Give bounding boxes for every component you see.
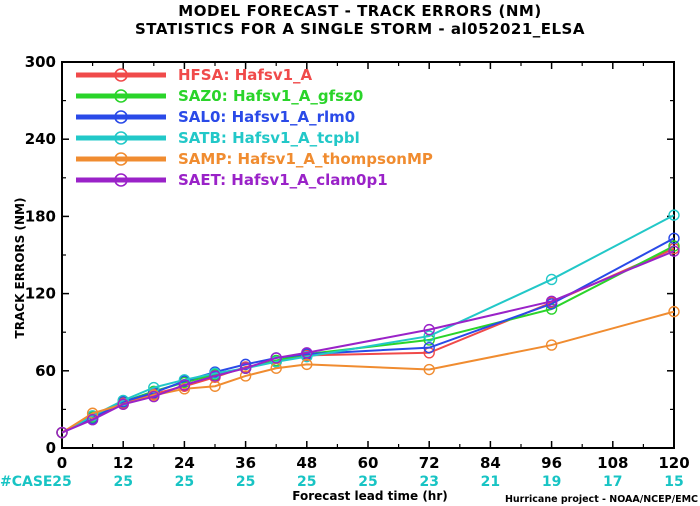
data-point (239, 362, 252, 374)
case-count: 17 (603, 474, 622, 490)
data-point (545, 273, 558, 286)
y-tick-label: 300 (25, 53, 56, 71)
x-tick-label: 0 (57, 454, 67, 472)
legend-label: SAZ0: Hafsv1_A_gfsz0 (178, 87, 363, 105)
data-point (423, 323, 435, 336)
case-count: 19 (542, 474, 561, 490)
data-point (301, 347, 313, 359)
legend-label: SAET: Hafsv1_A_clam0p1 (178, 171, 388, 189)
case-count: 25 (52, 474, 71, 490)
y-tick-label: 0 (46, 439, 56, 457)
y-tick-label: 180 (25, 207, 56, 225)
data-point (148, 381, 160, 394)
case-count: 23 (419, 474, 438, 490)
data-point (423, 330, 435, 342)
x-tick-label: 108 (597, 454, 628, 472)
legend-label: SATB: Hafsv1_A_tcpbl (178, 129, 360, 147)
data-point (668, 232, 680, 244)
case-row-label: #CASE (0, 474, 53, 490)
legend-swatch-marker (114, 68, 128, 82)
case-count: 25 (358, 474, 377, 490)
data-point (148, 390, 160, 403)
data-point (56, 426, 68, 439)
credit-text: Hurricane project - NOAA/NCEP/EMC (505, 494, 698, 505)
legend-entry: HFSA: Hafsv1_A (76, 66, 313, 84)
data-point (209, 370, 221, 382)
y-tick-label: 60 (35, 362, 56, 380)
x-tick-label: 120 (658, 454, 689, 472)
data-point (239, 358, 252, 371)
data-point (270, 352, 282, 364)
chart-title: MODEL FORECAST - TRACK ERRORS (NM) (178, 2, 541, 20)
legend-entry: SATB: Hafsv1_A_tcpbl (76, 129, 360, 147)
y-tick-label: 240 (25, 130, 56, 148)
legend-swatch-marker (114, 110, 128, 124)
case-count: 25 (175, 474, 194, 490)
data-point (668, 209, 680, 221)
legend-label: SAL0: Hafsv1_A_rlm0 (178, 108, 355, 126)
y-axis-label: TRACK ERRORS (NM) (13, 198, 27, 339)
series-line (61, 250, 675, 434)
data-point (178, 383, 191, 395)
series-3 (56, 209, 680, 439)
data-point (301, 358, 313, 371)
legend-entry: SAZ0: Hafsv1_A_gfsz0 (76, 87, 363, 105)
data-point (86, 407, 99, 419)
series-1 (56, 240, 680, 439)
case-count: 25 (297, 474, 316, 490)
legend-entry: SAL0: Hafsv1_A_rlm0 (76, 108, 355, 126)
legend-label: HFSA: Hafsv1_A (178, 66, 313, 84)
data-point (545, 339, 558, 351)
series-4 (56, 305, 680, 439)
legend-label: SAMP: Hafsv1_A_thompsonMP (178, 150, 433, 168)
x-tick-label: 60 (358, 454, 379, 472)
case-count: 21 (481, 474, 500, 490)
series-lines (56, 209, 680, 439)
data-point (270, 356, 282, 368)
data-point (545, 295, 558, 308)
data-point (423, 363, 435, 376)
data-point (117, 398, 129, 410)
series-line (61, 245, 675, 434)
data-point (668, 240, 680, 252)
legend: HFSA: Hafsv1_A SAZ0: Hafsv1_A_gfsz0 SAL0: … (76, 66, 433, 189)
legend-swatch-marker (114, 152, 128, 166)
legend-entry: SAET: Hafsv1_A_clam0p1 (76, 171, 388, 189)
series-line (61, 310, 675, 434)
x-tick-label: 24 (174, 454, 195, 472)
data-point (178, 379, 191, 391)
case-count: 15 (664, 474, 683, 490)
legend-swatch-marker (114, 131, 128, 145)
legend-swatch-marker (114, 173, 128, 187)
legend-swatch-marker (114, 89, 128, 103)
data-point (668, 245, 680, 257)
x-tick-label: 84 (480, 454, 501, 472)
data-point (117, 394, 129, 407)
x-tick-label: 36 (235, 454, 256, 472)
series-5 (56, 245, 680, 439)
x-tick-label: 72 (419, 454, 440, 472)
data-point (423, 341, 435, 354)
x-tick-label: 48 (296, 454, 317, 472)
data-point (86, 413, 99, 426)
legend-entry: SAMP: Hafsv1_A_thompsonMP (76, 150, 433, 168)
x-axis-label: Forecast lead time (hr) (292, 489, 448, 503)
x-tick-label: 12 (113, 454, 134, 472)
axes: 0 12 24 36 48 60 72 84 96 108 120 0 60 120 180 240 300 #C… (0, 53, 690, 490)
case-count: 25 (236, 474, 255, 490)
series-line (61, 237, 675, 434)
data-point (668, 305, 680, 318)
data-point (239, 370, 252, 382)
chart-subtitle: STATISTICS FOR A SINGLE STORM - al052021… (135, 20, 585, 38)
data-point (301, 350, 313, 363)
y-tick-label: 120 (25, 285, 56, 303)
x-tick-label: 96 (541, 454, 562, 472)
case-count: 25 (113, 474, 132, 490)
